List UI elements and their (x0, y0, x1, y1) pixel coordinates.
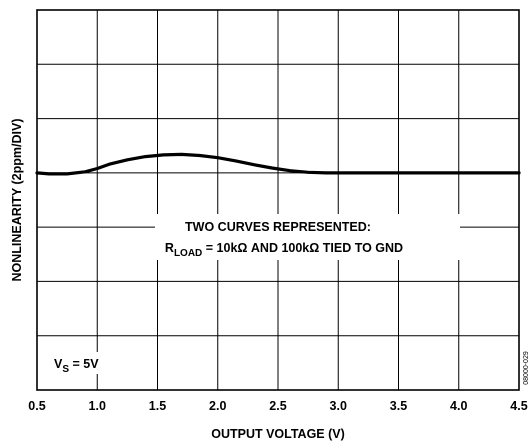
x-tick-label: 3.0 (330, 399, 347, 413)
x-tick-label: 2.0 (209, 399, 226, 413)
x-tick-labels: 0.5 1.0 1.5 2.0 2.5 3.0 3.5 4.0 4.5 (28, 399, 527, 413)
vs-label-background (50, 352, 105, 374)
x-tick-label: 3.5 (390, 399, 407, 413)
rload-rest: = 10kΩ AND 100kΩ TIED TO GND (202, 241, 403, 255)
rload-subscript: LOAD (174, 248, 202, 259)
vs-rest: = 5V (69, 357, 99, 371)
x-tick-label: 0.5 (28, 399, 45, 413)
annotation-line-2: RLOAD = 10kΩ AND 100kΩ TIED TO GND (165, 241, 403, 259)
x-tick-label: 2.5 (269, 399, 286, 413)
x-axis-label: OUTPUT VOLTAGE (V) (211, 427, 345, 441)
x-tick-label: 4.5 (510, 399, 527, 413)
plot-frame (36, 9, 520, 391)
vs-label: VS = 5V (54, 357, 99, 375)
annotation-background (155, 214, 460, 260)
figure-id: 08000-029 (523, 351, 530, 385)
nonlinearity-curve (35, 152, 521, 176)
annotation-line-1: TWO CURVES REPRESENTED: (185, 220, 371, 234)
x-tick-label: 4.0 (450, 399, 467, 413)
vs-v: V (54, 357, 63, 371)
rload-r: R (165, 241, 174, 255)
x-tick-label: 1.0 (89, 399, 106, 413)
series-layer (35, 152, 521, 176)
vs-subscript: S (62, 364, 69, 375)
y-axis-label: NONLINEARITY (2ppm/DIV) (10, 119, 24, 282)
x-tick-label: 1.5 (149, 399, 166, 413)
